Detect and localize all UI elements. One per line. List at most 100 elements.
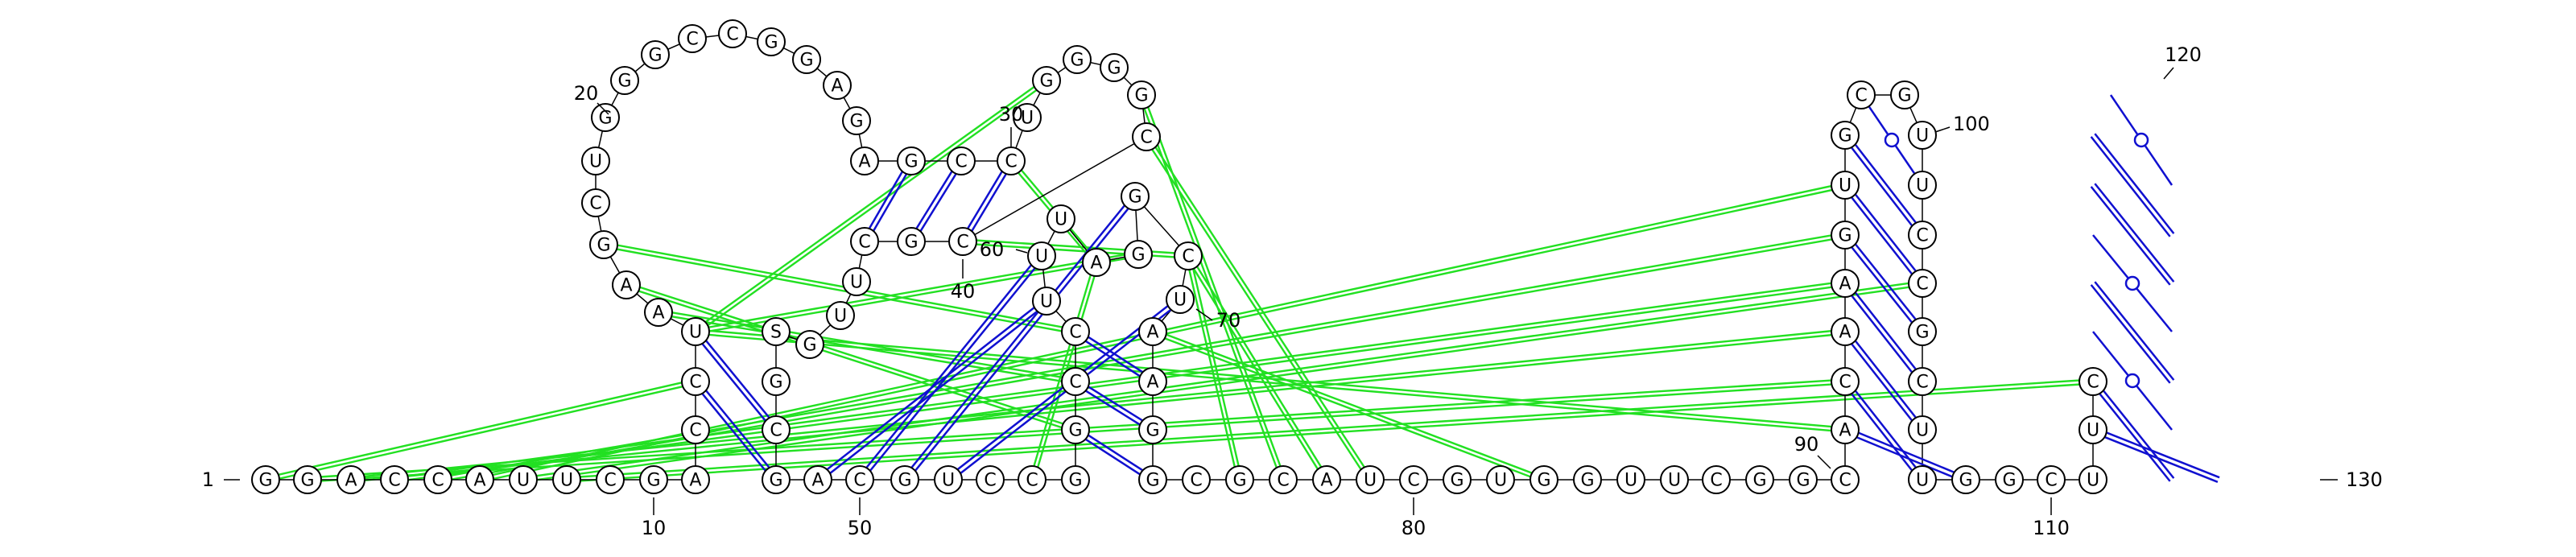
nucleotide-33: U [1013, 103, 1042, 132]
nucleotide-38: C [1132, 122, 1161, 151]
nucleotide-5: C [423, 465, 452, 494]
nucleotide-16: A [612, 270, 641, 299]
nucleotide-letter: G [803, 336, 816, 356]
pseudoknot-link-4-90 [394, 280, 1846, 483]
nucleotide-letter: G [1752, 471, 1766, 491]
nucleotide-100: G [1908, 317, 1937, 346]
nucleotide-letter: C [1182, 247, 1194, 267]
nucleotide-letter: A [689, 471, 701, 491]
nucleotide-15: A [644, 298, 673, 327]
pseudoknot-link-14-34 [693, 77, 1049, 335]
nucleotide-75: U [1356, 465, 1385, 494]
nucleotide-61: U [1046, 204, 1075, 233]
nucleotide-55: G [1061, 465, 1090, 494]
nucleotide-53: C [976, 465, 1005, 494]
nucleotide-letter: C [858, 233, 870, 253]
base-pair-56-70 [1073, 427, 1155, 483]
nucleotide-letter: A [1839, 323, 1851, 343]
nucleotide-letter: G [1146, 421, 1159, 441]
wobble-pair-110-123 [2092, 331, 2173, 431]
base-pair-51-64 [902, 194, 1138, 482]
nucleotide-letter: G [904, 233, 918, 253]
nucleotide-13: C [681, 367, 710, 396]
nucleotide-36: G [1100, 53, 1129, 82]
nucleotide-letter: A [811, 471, 824, 491]
nucleotide-60: U [1027, 241, 1056, 270]
nucleotide-letter: C [956, 233, 968, 253]
nucleotide-letter: U [689, 323, 702, 343]
nucleotide-letter: U [1916, 126, 1929, 146]
nucleotide-24: C [718, 19, 747, 48]
base-pair-13-48 [692, 379, 779, 482]
nucleotide-106: C [2037, 465, 2066, 494]
nucleotide-49: A [803, 465, 832, 494]
nucleotide-letter: G [598, 109, 612, 129]
nucleotide-30: G [897, 146, 926, 175]
nucleotide-58: C [1061, 317, 1090, 346]
nucleotide-29: A [850, 146, 879, 175]
nucleotide-letter: C [1069, 323, 1081, 343]
nucleotide-43: U [826, 301, 855, 330]
tick-60 [1015, 249, 1028, 254]
base-pair-93-98 [1842, 133, 1926, 237]
nucleotide-letter: C [388, 471, 400, 491]
base-pair-58-68 [1073, 328, 1155, 385]
pseudoknot-link-8-109 [566, 378, 2094, 483]
base-pair-50-60 [857, 254, 1045, 482]
nucleotide-letter: G [1131, 245, 1145, 266]
nucleotide-letter: C [1069, 373, 1081, 393]
nucleotide-letter: C [689, 373, 701, 393]
nucleotide-letter: C [1026, 471, 1038, 491]
nucleotide-letter: G [1915, 323, 1929, 343]
nucleotide-105: G [1995, 465, 2024, 494]
nucleotide-8: U [552, 465, 581, 494]
nucleotide-letter: G [769, 373, 782, 393]
nucleotide-letter: U [1040, 292, 1053, 312]
nucleotide-101: C [1908, 367, 1937, 396]
nucleotide-39: C [948, 227, 977, 256]
pseudoknot-link-74-65 [1185, 254, 1330, 481]
nucleotide-25: G [757, 27, 786, 56]
nucleotide-letter: A [1090, 254, 1102, 274]
nucleotide-46: G [762, 367, 791, 396]
nucleotide-letter: C [726, 25, 738, 45]
nucleotide-23: C [678, 24, 707, 53]
nucleotide-47: C [762, 415, 791, 444]
nucleotide-20: G [591, 103, 620, 132]
base-pair-89-102 [1842, 329, 1926, 432]
nucleotide-letter: U [589, 152, 602, 172]
nucleotide-35: G [1063, 45, 1092, 74]
nucleotide-letter: C [689, 421, 701, 441]
nucleotide-letter: C [1005, 152, 1017, 172]
tick-90 [1817, 455, 1831, 469]
nucleotide-letter: G [1232, 471, 1246, 491]
nucleotide-12: C [681, 415, 710, 444]
nucleotide-letter: G [904, 152, 918, 172]
nucleotide-letter: G [1068, 421, 1082, 441]
nucleotide-7: U [509, 465, 538, 494]
nucleotide-letter: A [1839, 421, 1851, 441]
nucleotide-letter: C [431, 471, 444, 491]
nucleotide-letter: C [955, 152, 967, 172]
nucleotide-52: U [934, 465, 963, 494]
nucleotide-83: C [1702, 465, 1731, 494]
label-110: 110 [2033, 517, 2070, 539]
nucleotide-74: A [1312, 465, 1341, 494]
base-pair-30-41 [861, 159, 914, 244]
nucleotide-64: G [1121, 182, 1150, 211]
nucleotide-letter: A [1146, 323, 1158, 343]
nucleotide-108: U [2079, 415, 2107, 444]
nucleotide-letter: G [2002, 471, 2016, 491]
nucleotide-65: C [1174, 241, 1203, 270]
nucleotide-letter: U [850, 273, 863, 293]
nucleotide-28: G [842, 106, 871, 135]
nucleotide-14: U [681, 317, 710, 346]
nucleotide-letter: G [1838, 126, 1852, 146]
nucleotide-59: U [1032, 287, 1061, 316]
nucleotide-letter: G [258, 471, 272, 491]
nucleotide-letter: C [1407, 471, 1419, 491]
nucleotide-86: C [1831, 465, 1860, 494]
nucleotide-letter: G [769, 471, 782, 491]
label-90: 90 [1794, 433, 1819, 456]
